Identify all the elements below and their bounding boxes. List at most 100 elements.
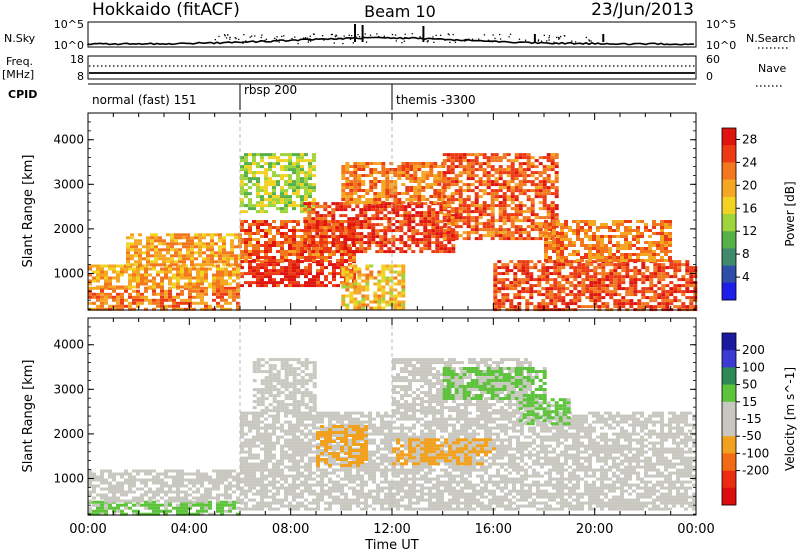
y-tick-label: 4000 [53,338,84,352]
colorbar-label: Power [dB] [783,181,797,246]
velocity-axes: 1000 2000 3000 4000 [53,318,697,515]
power-echo-region [341,162,446,204]
power-echo-region [442,153,559,241]
velocity-echo-region [88,469,240,503]
nsky-panel-frame [87,21,697,48]
x-tick-label: 16:00 [475,522,512,537]
cpid-label: CPID [8,88,37,101]
velocity-ylabel: Slant Range [km] [21,360,36,473]
nsky-tick-top: 10^5 [54,18,84,31]
power-echo-region [240,260,356,288]
x-tick-label: 00:00 [677,522,714,537]
colorbar-tick-label: 50 [742,378,757,392]
power-echo-region [303,202,456,254]
velocity-echo-region [240,411,696,511]
colorbar-tick-label: 12 [742,224,757,238]
power-echo-region [88,286,240,311]
station-title: Hokkaido (fitACF) [92,0,240,20]
power-colorbar: 4 8 12 16 20 24 28 Power [dB] [721,127,797,301]
colorbar-tick-label: 24 [742,155,757,169]
freq-tick-top: 18 [70,53,84,66]
cpid-modes: normal (fast) 151 rbsp 200 themis -3300 [92,83,476,110]
nsky-trace [87,24,695,46]
freq-label-line1: Freq. [6,55,33,68]
colorbar-segment [722,282,736,301]
x-tick-label: 04:00 [171,522,208,537]
nsearch-label: N.Search [746,32,796,45]
cpid-mode-label: normal (fast) 151 [92,93,196,107]
x-tick-label: 08:00 [272,522,309,537]
power-echo-region [493,260,698,312]
freq-label-line2: [MHz] [2,68,34,81]
colorbar-segment [722,436,736,454]
time-axis: 00:00 04:00 08:00 12:00 16:00 20:00 00:00 [69,522,714,537]
colorbar-segment [722,179,736,198]
x-tick-label: 00:00 [69,522,106,537]
date-title: 23/Jun/2013 [591,0,694,20]
colorbar-segment [722,333,736,351]
y-tick-label: 3000 [53,177,84,191]
freq-tick-bottom: 8 [77,70,84,83]
velocity-colorbar: 200 100 50 15 -15 -50 -100 -200 Velocity [m s^-1… [721,332,797,506]
colorbar-tick-label: 200 [742,343,765,357]
y-tick-label: 1000 [53,266,84,280]
colorbar-segment [722,231,736,249]
beam-title: Beam 10 [364,2,436,21]
y-tick-label: 4000 [53,133,84,147]
power-ylabel: Slant Range [km] [21,155,36,268]
velocity-echo-region [88,500,240,516]
colorbar-segment [722,367,736,385]
x-tick-label: 12:00 [373,522,410,537]
nave-label: Nave [758,62,786,75]
velocity-echo-region [518,398,571,426]
power-axes: 1000 2000 3000 4000 [53,113,697,310]
colorbar-tick-label: 15 [742,395,757,409]
colorbar-tick-label: -50 [742,429,762,443]
cpid-mode-label: rbsp 200 [244,83,297,97]
power-echo-region [240,153,316,214]
time-axis-label: Time UT [364,538,418,553]
colorbar-tick-label: -100 [742,446,769,460]
colorbar-segment [722,214,736,232]
y-tick-label: 2000 [53,222,84,236]
colorbar-segment [722,470,736,489]
y-tick-label: 1000 [53,471,84,485]
y-tick-label: 3000 [53,382,84,396]
colorbar-tick-label: 20 [742,178,757,192]
colorbar-segment [722,162,736,180]
colorbar-tick-label: 28 [742,132,757,146]
power-heatmap [88,113,698,312]
colorbar-tick-label: 8 [742,247,750,261]
velocity-echo-region [392,438,496,466]
colorbar-segment [722,487,736,506]
power-echo-region [126,233,242,267]
power-echo-region [88,264,240,289]
power-echo-region [341,264,406,310]
colorbar-segment [722,419,736,437]
colorbar-frame [721,127,737,301]
nsearch-tick-top: 10^5 [706,18,736,31]
colorbar-label: Velocity [m s^-1] [783,367,797,471]
colorbar-segment [722,128,736,146]
velocity-heatmap [88,318,696,516]
colorbar-segment [722,196,736,215]
colorbar-segment [722,145,736,163]
cpid-mode-label: themis -3300 [396,93,476,107]
velocity-echo-region [252,358,317,413]
colorbar-tick-label: -15 [742,412,762,426]
colorbar-segment [722,265,736,284]
colorbar-tick-label: 16 [742,201,757,215]
colorbar-segment [722,248,736,266]
colorbar-segment [722,384,736,403]
nsky-tick-bottom: 10^0 [54,39,84,52]
velocity-echo-region [316,425,368,467]
velocity-echo-region [442,367,547,400]
colorbar-tick-label: -200 [742,464,769,478]
nsearch-tick-bottom: 10^0 [706,39,736,52]
colorbar-segment [722,453,736,471]
power-echo-region [544,220,672,262]
colorbar-segment [722,350,736,368]
x-tick-label: 20:00 [576,522,613,537]
nave-tick-bottom: 0 [706,70,713,83]
